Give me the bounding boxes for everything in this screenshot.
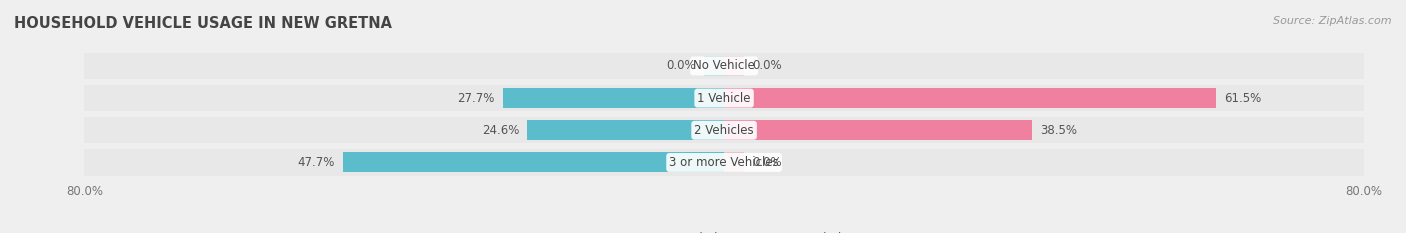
Text: No Vehicle: No Vehicle [693, 59, 755, 72]
Bar [84, 149, 1364, 176]
Text: 27.7%: 27.7% [457, 92, 495, 105]
Bar [343, 152, 724, 172]
Text: 38.5%: 38.5% [1040, 124, 1077, 137]
Bar [527, 120, 724, 140]
Bar [724, 120, 1032, 140]
Text: 3 or more Vehicles: 3 or more Vehicles [669, 156, 779, 169]
Bar [724, 152, 744, 172]
Text: HOUSEHOLD VEHICLE USAGE IN NEW GRETNA: HOUSEHOLD VEHICLE USAGE IN NEW GRETNA [14, 16, 392, 31]
Bar [502, 88, 724, 108]
Bar [704, 56, 724, 76]
Text: 2 Vehicles: 2 Vehicles [695, 124, 754, 137]
Bar [724, 56, 744, 76]
Bar [724, 88, 1216, 108]
Text: 1 Vehicle: 1 Vehicle [697, 92, 751, 105]
Text: 0.0%: 0.0% [752, 156, 782, 169]
Bar [84, 53, 1364, 79]
Legend: Owner-occupied, Renter-occupied: Owner-occupied, Renter-occupied [600, 228, 848, 233]
Text: 61.5%: 61.5% [1223, 92, 1261, 105]
Bar [84, 117, 1364, 144]
Text: 0.0%: 0.0% [666, 59, 696, 72]
Bar [84, 85, 1364, 111]
Text: 47.7%: 47.7% [297, 156, 335, 169]
Text: 24.6%: 24.6% [482, 124, 519, 137]
Text: 0.0%: 0.0% [752, 59, 782, 72]
Text: Source: ZipAtlas.com: Source: ZipAtlas.com [1274, 16, 1392, 26]
